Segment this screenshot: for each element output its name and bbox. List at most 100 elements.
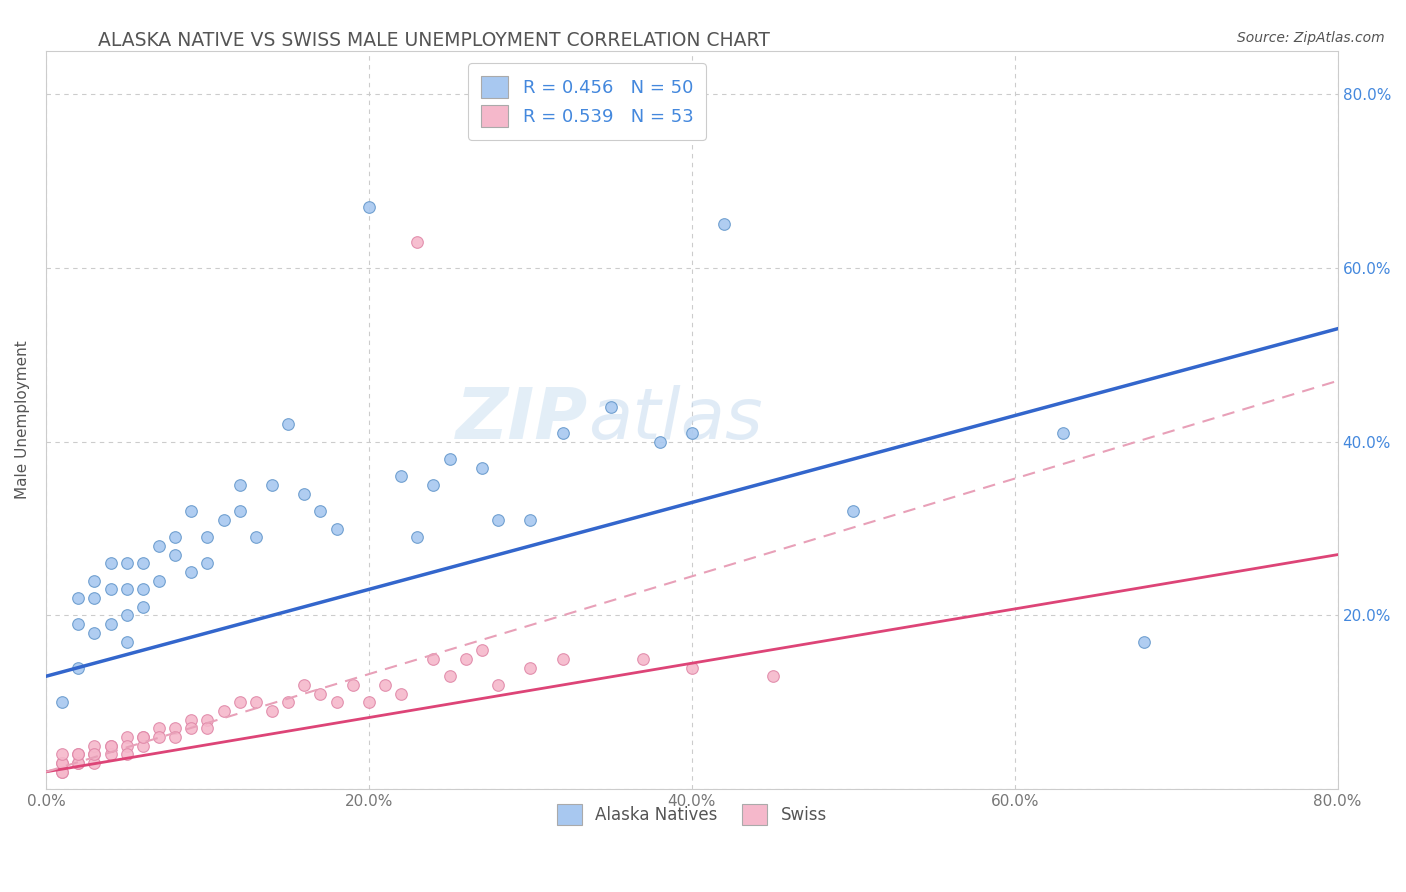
- Point: [519, 513, 541, 527]
- Point: [180, 713, 202, 727]
- Point: [212, 513, 235, 527]
- Point: [245, 530, 267, 544]
- Point: [83, 574, 105, 588]
- Text: Source: ZipAtlas.com: Source: ZipAtlas.com: [1237, 31, 1385, 45]
- Point: [100, 747, 122, 762]
- Point: [197, 713, 219, 727]
- Point: [83, 756, 105, 771]
- Point: [471, 460, 494, 475]
- Point: [713, 218, 735, 232]
- Point: [197, 530, 219, 544]
- Point: [148, 722, 170, 736]
- Point: [100, 557, 122, 571]
- Y-axis label: Male Unemployment: Male Unemployment: [15, 341, 30, 500]
- Point: [83, 625, 105, 640]
- Point: [67, 756, 90, 771]
- Point: [132, 730, 155, 744]
- Point: [148, 730, 170, 744]
- Point: [471, 643, 494, 657]
- Point: [132, 599, 155, 614]
- Point: [842, 504, 865, 518]
- Point: [389, 469, 412, 483]
- Point: [51, 756, 73, 771]
- Point: [67, 747, 90, 762]
- Point: [51, 756, 73, 771]
- Point: [165, 530, 187, 544]
- Point: [357, 695, 380, 709]
- Point: [309, 504, 332, 518]
- Point: [681, 660, 703, 674]
- Point: [486, 678, 509, 692]
- Point: [51, 764, 73, 779]
- Point: [100, 582, 122, 597]
- Point: [389, 687, 412, 701]
- Point: [228, 695, 250, 709]
- Point: [1133, 634, 1156, 648]
- Point: [325, 522, 347, 536]
- Point: [422, 478, 444, 492]
- Point: [292, 487, 315, 501]
- Point: [180, 565, 202, 579]
- Point: [648, 434, 671, 449]
- Text: atlas: atlas: [589, 385, 763, 454]
- Point: [115, 582, 138, 597]
- Point: [115, 557, 138, 571]
- Point: [422, 652, 444, 666]
- Point: [165, 548, 187, 562]
- Point: [342, 678, 364, 692]
- Point: [454, 652, 477, 666]
- Point: [1052, 425, 1074, 440]
- Point: [180, 504, 202, 518]
- Point: [83, 591, 105, 605]
- Point: [245, 695, 267, 709]
- Point: [165, 730, 187, 744]
- Point: [67, 756, 90, 771]
- Point: [761, 669, 783, 683]
- Point: [148, 574, 170, 588]
- Point: [83, 747, 105, 762]
- Point: [83, 747, 105, 762]
- Point: [100, 617, 122, 632]
- Point: [357, 200, 380, 214]
- Point: [100, 739, 122, 753]
- Point: [165, 722, 187, 736]
- Point: [51, 747, 73, 762]
- Point: [115, 608, 138, 623]
- Point: [180, 722, 202, 736]
- Point: [197, 722, 219, 736]
- Point: [309, 687, 332, 701]
- Point: [132, 739, 155, 753]
- Point: [197, 557, 219, 571]
- Point: [67, 591, 90, 605]
- Point: [212, 704, 235, 718]
- Point: [439, 452, 461, 467]
- Point: [277, 695, 299, 709]
- Point: [260, 478, 283, 492]
- Point: [439, 669, 461, 683]
- Point: [406, 235, 429, 249]
- Point: [67, 617, 90, 632]
- Point: [132, 582, 155, 597]
- Point: [132, 557, 155, 571]
- Point: [51, 764, 73, 779]
- Point: [228, 478, 250, 492]
- Point: [67, 660, 90, 674]
- Point: [260, 704, 283, 718]
- Point: [115, 730, 138, 744]
- Point: [115, 739, 138, 753]
- Point: [277, 417, 299, 432]
- Point: [83, 739, 105, 753]
- Point: [486, 513, 509, 527]
- Point: [600, 400, 623, 414]
- Point: [115, 634, 138, 648]
- Point: [551, 425, 574, 440]
- Point: [406, 530, 429, 544]
- Point: [148, 539, 170, 553]
- Point: [51, 695, 73, 709]
- Text: ALASKA NATIVE VS SWISS MALE UNEMPLOYMENT CORRELATION CHART: ALASKA NATIVE VS SWISS MALE UNEMPLOYMENT…: [98, 31, 770, 50]
- Point: [551, 652, 574, 666]
- Point: [228, 504, 250, 518]
- Point: [115, 747, 138, 762]
- Legend: Alaska Natives, Swiss: Alaska Natives, Swiss: [546, 793, 838, 837]
- Point: [374, 678, 396, 692]
